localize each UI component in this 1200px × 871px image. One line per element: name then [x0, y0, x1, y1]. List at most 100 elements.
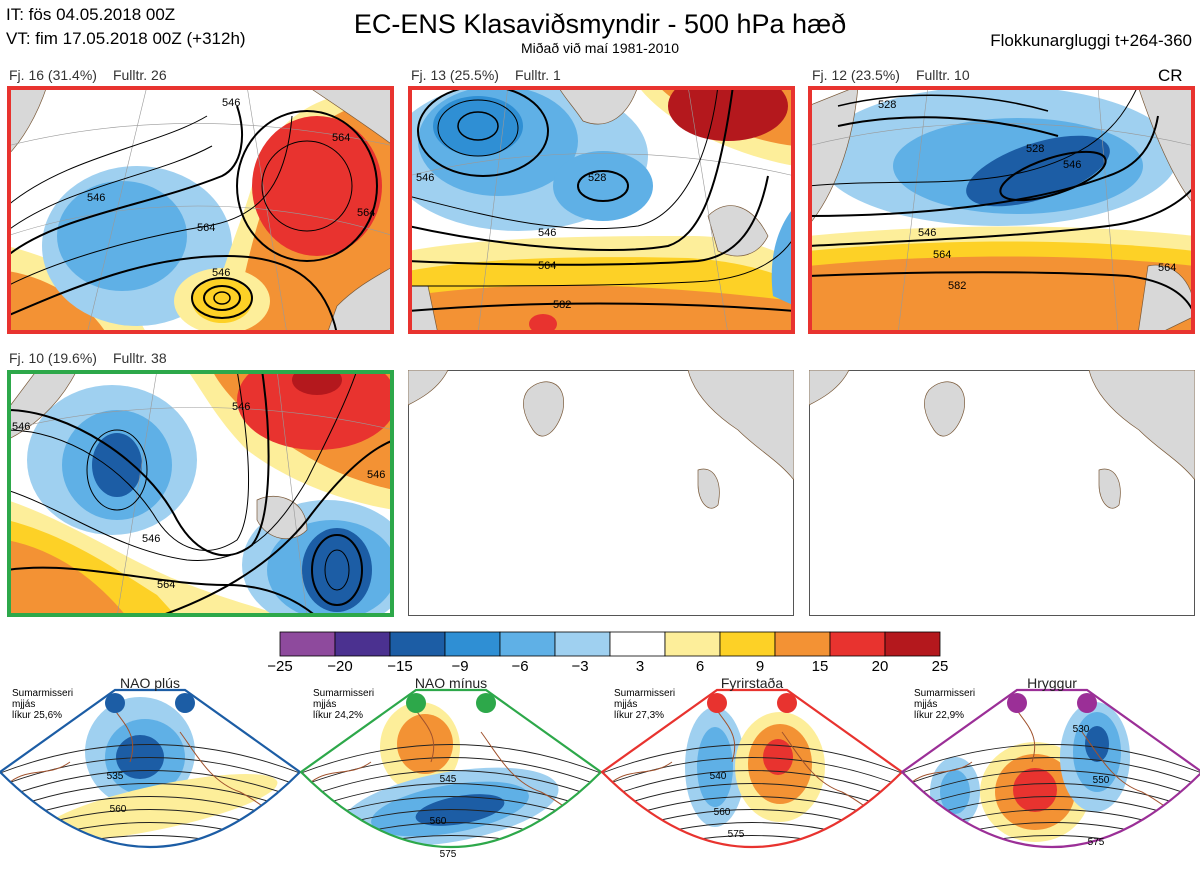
cluster-label: Fj. 10 (19.6%) — [9, 350, 97, 366]
regime-anomaly — [0, 690, 300, 847]
contour-labels: 546 546 564 546 564 564 — [87, 97, 375, 279]
graticule — [7, 86, 394, 334]
contour-label: 564 — [197, 222, 215, 234]
colorbar-swatch — [829, 631, 886, 657]
contour-label: 546 — [918, 227, 936, 239]
panel-label-2: Fj. 13 (25.5%) Fulltr. 1 — [411, 67, 561, 83]
contour-label: 564 — [332, 132, 350, 144]
regime-marker — [175, 693, 195, 713]
regime-marker — [105, 693, 125, 713]
regime-frame — [900, 688, 1200, 849]
regime-contour-label: 560 — [110, 804, 127, 815]
contour-label: 528 — [878, 99, 896, 111]
regime-contour-label: 575 — [440, 849, 457, 860]
page-subtitle: Miðað við maí 1981-2010 — [521, 40, 679, 56]
regime-frame — [600, 688, 904, 849]
cluster-label: Fj. 13 (25.5%) — [411, 67, 499, 83]
colorbar-tick-label: −25 — [267, 658, 292, 675]
colorbar-swatch — [334, 631, 391, 657]
regime-contour-label: 535 — [107, 771, 124, 782]
regime-season: Sumarmisseri — [614, 688, 675, 699]
cluster-map-2: 528 546 564 582 546 — [408, 86, 795, 334]
contour-labels: 528 528 546 546 564 582 564 — [878, 99, 1176, 292]
land-mask — [7, 86, 394, 334]
cluster-frame — [808, 86, 1195, 334]
colorbar-swatch — [279, 631, 336, 657]
colorbar-tick-label: −20 — [327, 658, 352, 675]
colorbar-tick-label: −15 — [387, 658, 412, 675]
regime-contour-label: 550 — [1093, 775, 1110, 786]
classification-window: Flokkunargluggi t+264-360 — [990, 31, 1192, 50]
colorbar-swatch — [554, 631, 611, 657]
cr-label: CR — [1158, 66, 1183, 85]
land-mask — [808, 86, 1195, 334]
cluster-map-3: 528 528 546 546 564 582 564 — [808, 86, 1195, 334]
contour-label: 582 — [948, 280, 966, 292]
height-contours — [408, 86, 795, 312]
regime-anomaly — [301, 690, 601, 847]
colorbar-tick-label: 25 — [932, 658, 949, 675]
cluster-map-4: 546 546 546 564 546 — [7, 370, 394, 617]
cluster-label: Fj. 12 (23.5%) — [812, 67, 900, 83]
regime-contour-label: 540 — [710, 771, 727, 782]
contour-label: 546 — [1063, 159, 1081, 171]
regime-frame — [299, 688, 603, 849]
contour-labels: 546 546 546 564 546 — [12, 401, 385, 591]
empty-map-5 — [408, 370, 794, 616]
anomaly-field — [7, 370, 394, 617]
contour-label: 564 — [1158, 262, 1176, 274]
colorbar-tick-label: −9 — [451, 658, 468, 675]
colorbar-swatch — [444, 631, 501, 657]
regime-contour-label: 560 — [714, 807, 731, 818]
regime-name: Fyrirstaða — [721, 675, 783, 691]
regime-smoothing: mjjás — [614, 699, 637, 710]
regime-probability: líkur 27,3% — [614, 710, 664, 721]
regime-probability: líkur 22,9% — [914, 710, 964, 721]
representative-label: Fulltr. 10 — [915, 67, 970, 83]
colorbar-tick-label: 15 — [812, 658, 829, 675]
height-contours — [7, 105, 378, 334]
panel-label-4: Fj. 10 (19.6%) Fulltr. 38 — [9, 350, 167, 366]
regime-contour-label: 575 — [1088, 837, 1105, 848]
cluster-frame — [408, 86, 795, 334]
regime-name: Hryggur — [1027, 675, 1077, 691]
empty-map-6 — [809, 370, 1195, 616]
regime-anomaly — [902, 690, 1200, 847]
cluster-frame — [7, 86, 394, 334]
contour-label: 528 — [588, 172, 606, 184]
representative-label: Fulltr. 1 — [514, 67, 561, 83]
graticule — [408, 86, 795, 334]
regime-contour-label: 545 — [440, 774, 457, 785]
regime-contour-label: 575 — [728, 829, 745, 840]
representative-label: Fulltr. 26 — [112, 67, 167, 83]
contour-label: 546 — [87, 192, 105, 204]
regime-season: Sumarmisseri — [914, 688, 975, 699]
colorbar-swatch — [884, 631, 941, 657]
regime-marker — [1077, 693, 1097, 713]
regime-marker — [406, 693, 426, 713]
regime-anomaly — [602, 690, 902, 847]
colorbar-swatch — [609, 631, 666, 657]
contour-label: 564 — [357, 207, 375, 219]
regime-smoothing: mjjás — [313, 699, 336, 710]
page-title: EC-ENS Klasaviðsmyndir - 500 hPa hæð — [353, 9, 847, 39]
panel-label-1: Fj. 16 (31.4%) Fulltr. 26 — [9, 67, 167, 83]
contour-label: 546 — [212, 267, 230, 279]
contour-label: 546 — [538, 227, 556, 239]
colorbar-tick-label: −6 — [511, 658, 528, 675]
contour-label: 546 — [232, 401, 250, 413]
regime-name: NAO mínus — [415, 675, 487, 691]
contour-label: 564 — [538, 260, 556, 272]
land-mask — [408, 370, 794, 509]
regime-contour-label: 560 — [430, 816, 447, 827]
contour-label: 582 — [553, 299, 571, 311]
regime-frame — [0, 688, 302, 849]
colorbar: −25 −20 −15 −9 −6 −3 3 6 9 15 20 25 — [267, 631, 949, 675]
issue-time: IT: fös 04.05.2018 00Z — [6, 5, 176, 24]
colorbar-tick-label: 9 — [756, 658, 764, 675]
